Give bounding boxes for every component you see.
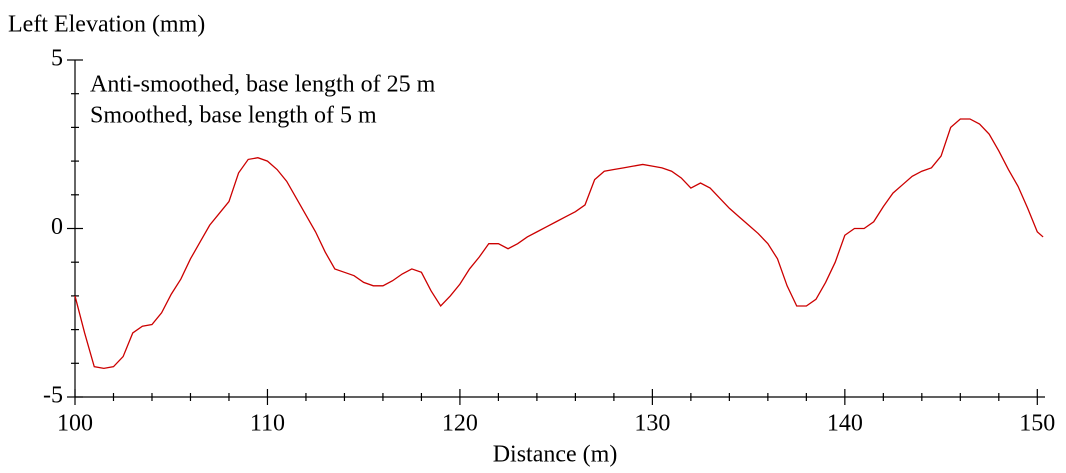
annotation: Anti-smoothed, base length of 25 m <box>90 72 436 98</box>
y-tick-label: -5 <box>43 383 63 409</box>
annotation: Smoothed, base length of 5 m <box>90 103 377 129</box>
chart-title: Left Elevation (mm) <box>8 12 205 38</box>
x-tick-label: 100 <box>57 411 93 437</box>
x-tick-label: 150 <box>1019 411 1055 437</box>
x-tick-label: 140 <box>827 411 863 437</box>
y-tick-label: 0 <box>51 214 63 240</box>
data-line <box>74 118 1044 370</box>
x-tick-label: 130 <box>634 411 670 437</box>
y-tick-label: 5 <box>51 46 63 72</box>
x-tick-label: 110 <box>250 411 285 437</box>
x-axis-label: Distance (m) <box>493 442 618 468</box>
x-tick-label: 120 <box>442 411 478 437</box>
